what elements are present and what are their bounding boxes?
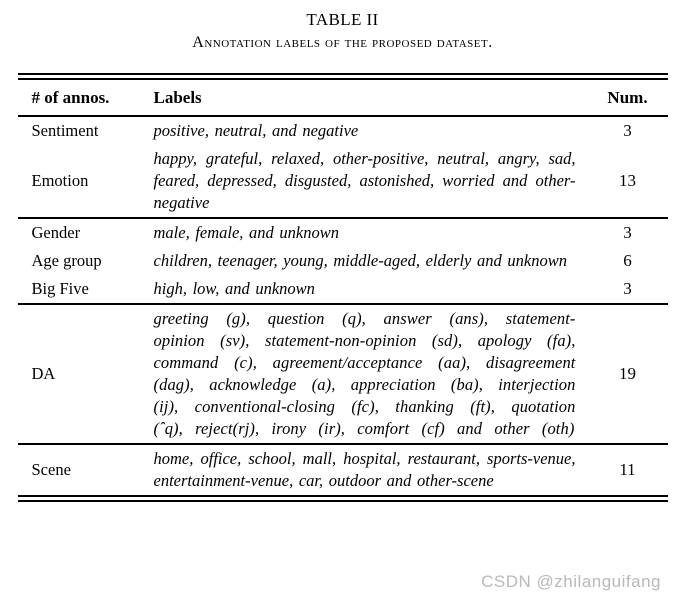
num-cell: 3 xyxy=(623,223,632,242)
row-label: DA xyxy=(17,304,154,445)
row-label: Sentiment xyxy=(31,121,99,140)
col-header-num: Num. xyxy=(587,76,668,117)
row-label: Emotion xyxy=(17,145,154,219)
row-label: Scene xyxy=(31,460,71,479)
num-cell: 6 xyxy=(623,251,632,270)
table-row-da: DA greeting (g), question (q), answer (a… xyxy=(17,304,668,445)
header-row: # of annos. Labels Num. xyxy=(17,76,668,117)
table-caption: TABLE II Annotation labels of the propos… xyxy=(0,0,685,52)
row-label: Gender xyxy=(31,223,81,242)
labels-cell: greeting (g), question (q), answer (ans)… xyxy=(153,304,588,445)
labels-cell: happy, grateful, relaxed, other-positive… xyxy=(153,145,588,219)
table-row-gender: Gender male, female, and unknown 3 xyxy=(18,218,668,247)
labels-cell: home, office, school, mall, hospital, re… xyxy=(153,449,576,490)
table-row-big-five: Big Five high, low, and unknown 3 xyxy=(17,275,668,305)
num-cell: 11 xyxy=(619,460,636,479)
col-header-labels: Labels xyxy=(153,76,588,117)
num-cell: 3 xyxy=(587,275,668,305)
labels-cell: high, low, and unknown xyxy=(153,275,588,305)
col-header-annos: # of annos. xyxy=(17,76,154,117)
labels-cell: positive, neutral, and negative xyxy=(153,121,359,140)
table-row-scene: Scene home, office, school, mall, hospit… xyxy=(18,444,668,499)
num-cell: 19 xyxy=(587,304,668,445)
table-row-age-group: Age group children, teenager, young, mid… xyxy=(18,247,668,275)
num-cell: 3 xyxy=(623,121,632,140)
table-number: TABLE II xyxy=(306,10,379,29)
table-title: Annotation labels of the proposed datase… xyxy=(192,34,493,51)
table-row-sentiment: Sentiment positive, neutral, and negativ… xyxy=(18,116,668,145)
labels-cell: children, teenager, young, middle-aged, … xyxy=(153,251,567,270)
watermark: CSDN @zhilanguifang xyxy=(481,572,661,591)
labels-cell: male, female, and unknown xyxy=(153,223,340,242)
row-label: Age group xyxy=(31,251,102,270)
row-label: Big Five xyxy=(17,275,154,305)
table-row-emotion: Emotion happy, grateful, relaxed, other-… xyxy=(17,145,668,219)
annotation-table: # of annos. Labels Num. Sentiment positi… xyxy=(17,73,668,502)
num-cell: 13 xyxy=(587,145,668,219)
